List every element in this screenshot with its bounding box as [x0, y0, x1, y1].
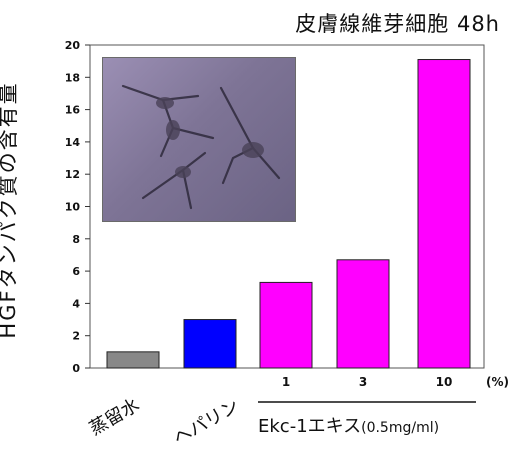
y-tick-label-0: 0 — [72, 362, 80, 375]
plot-area: 0 2 4 6 8 10 12 14 16 18 20 1 3 10 (%) — [65, 39, 509, 403]
y-tick-label-8: 8 — [72, 233, 80, 246]
y-tick-label-2: 2 — [72, 330, 80, 343]
bar-4 — [417, 59, 471, 369]
x-tick-label-10: 10 — [436, 375, 453, 389]
x-unit-label: (%) — [486, 375, 509, 389]
y-tick-label-20: 20 — [65, 39, 81, 52]
y-tick-label-18: 18 — [65, 71, 80, 84]
y-tick-label-14: 14 — [65, 136, 81, 149]
ekc1-group-label: Ekc-1エキス(0.5mg/ml) — [258, 412, 439, 438]
x-tick-label-3: 3 — [359, 375, 367, 389]
y-tick-label-10: 10 — [65, 201, 81, 214]
y-tick-label-6: 6 — [72, 265, 80, 278]
y-tick-label-16: 16 — [65, 104, 81, 117]
ekc1-group-unit: (0.5mg/ml) — [361, 420, 440, 436]
y-tick-label-12: 12 — [65, 168, 80, 181]
micrograph-cells — [121, 84, 281, 210]
x-tick-label-1: 1 — [282, 375, 290, 389]
bar-0 — [106, 351, 160, 369]
chart: 皮膚線維芽細胞 48h HGFタンパク質の含有量 0 2 4 6 8 10 12 14 16 18… — [0, 12, 509, 450]
bar-2 — [259, 281, 313, 369]
fibroblast-micrograph-image — [102, 57, 296, 222]
bar-1 — [183, 319, 237, 369]
chart-title: 皮膚線維芽細胞 48h — [295, 12, 500, 36]
ekc1-group-name: Ekc-1エキス — [258, 416, 362, 437]
bar-3 — [336, 259, 390, 369]
y-tick-label-4: 4 — [72, 297, 80, 310]
